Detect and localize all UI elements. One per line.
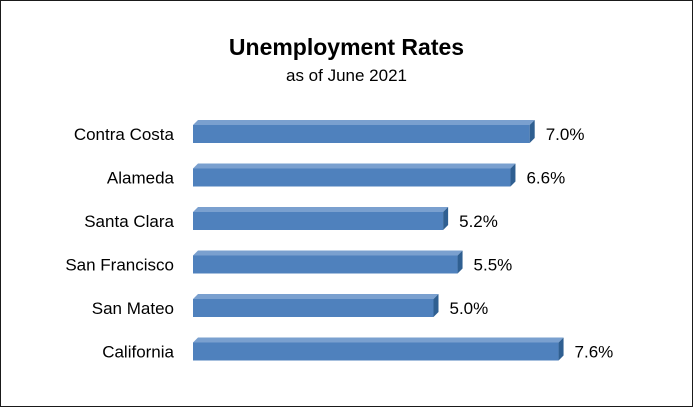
category-label: Santa Clara (84, 212, 174, 231)
bar (193, 255, 458, 274)
category-label: San Mateo (92, 299, 174, 318)
bar-group: Santa Clara 5.2% (84, 207, 498, 231)
bar-side-face (443, 207, 449, 230)
data-label: 5.0% (450, 299, 489, 318)
data-label: 7.6% (575, 343, 614, 362)
category-label: Contra Costa (74, 125, 175, 144)
bar-top-face (193, 294, 439, 299)
bar-top-face (193, 163, 516, 169)
bar-group: San Francisco 5.5% (65, 250, 513, 275)
bar (193, 125, 530, 143)
bar-group: Alameda 6.6% (107, 163, 565, 188)
bar (193, 168, 511, 187)
category-label: California (102, 343, 174, 362)
category-label: San Francisco (65, 256, 174, 275)
data-label: 7.0% (546, 125, 585, 144)
bar (193, 212, 444, 230)
data-label: 6.6% (526, 169, 565, 188)
chart-title: Unemployment Rates (228, 34, 465, 60)
bar (193, 342, 559, 361)
bar-group: San Mateo 5.0% (92, 294, 488, 318)
data-label: 5.2% (459, 212, 498, 231)
bar (193, 299, 434, 317)
bar-side-face (457, 250, 463, 274)
data-label: 5.5% (474, 256, 513, 275)
bar-top-face (193, 120, 535, 125)
chart-subtitle: as of June 2021 (286, 66, 407, 85)
bar-top-face (193, 250, 463, 256)
category-label: Alameda (107, 169, 175, 188)
bar-side-face (510, 163, 516, 187)
bar-group: Contra Costa 7.0% (74, 120, 585, 144)
bar-side-face (529, 120, 535, 143)
bar-side-face (433, 294, 439, 317)
bar-top-face (193, 337, 564, 343)
bar-top-face (193, 207, 449, 212)
bar-side-face (558, 337, 564, 361)
bar-group: California 7.6% (102, 337, 614, 362)
